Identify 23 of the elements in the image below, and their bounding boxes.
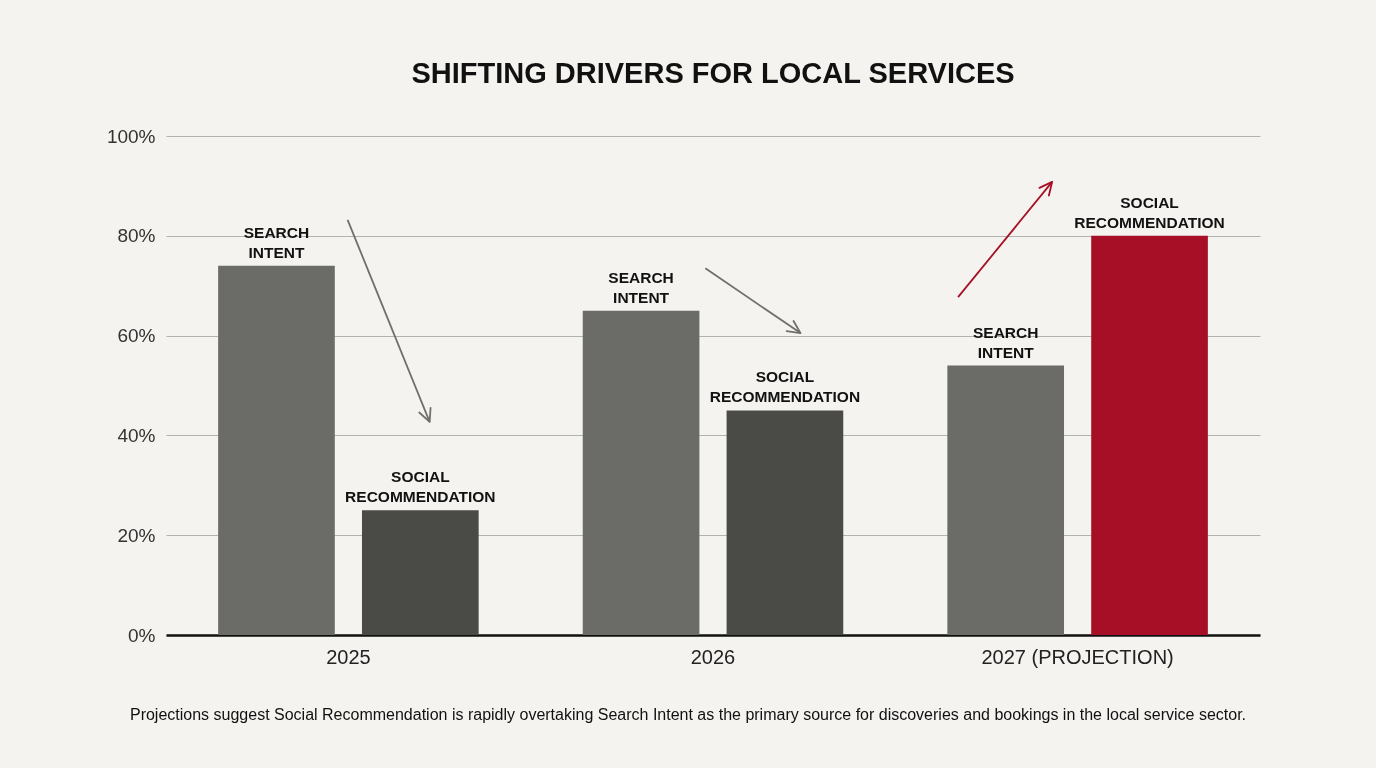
y-tick-label: 100% xyxy=(106,125,156,147)
text: SEARCH INTENT xyxy=(972,323,1039,361)
y-tick-label: 20% xyxy=(117,524,156,546)
text: SOCIAL RECOMMENDATION xyxy=(1074,193,1225,231)
text: SOCIAL RECOMMENDATION xyxy=(709,368,861,406)
bar xyxy=(726,410,844,635)
series-label: SEARCH INTENT xyxy=(243,223,310,261)
bar xyxy=(582,310,700,635)
x-tick-label: 2026 xyxy=(690,645,736,668)
bar xyxy=(218,265,335,635)
bar xyxy=(947,365,1065,635)
x-tick-label: 2025 xyxy=(326,645,371,668)
chart-title: SHIFTING DRIVERS FOR LOCAL SERVICES xyxy=(411,57,1015,89)
bar xyxy=(1091,235,1208,635)
y-tick-label: 60% xyxy=(117,325,156,347)
text: Projections suggest Social Recommendation is rapidly overtaking Search Intent as the primary source for discoveries and bookings in the local service sector. xyxy=(129,706,1247,723)
y-tick-label: 40% xyxy=(117,424,156,446)
bar xyxy=(361,510,479,635)
y-tick-label: 80% xyxy=(117,225,156,247)
series-label: SOCIAL RECOMMENDATION xyxy=(345,468,496,506)
y-tick-label: 0% xyxy=(128,624,156,646)
text: SEARCH INTENT xyxy=(608,268,674,306)
x-tick-label: 2027 (PROJECTION) xyxy=(981,645,1174,668)
